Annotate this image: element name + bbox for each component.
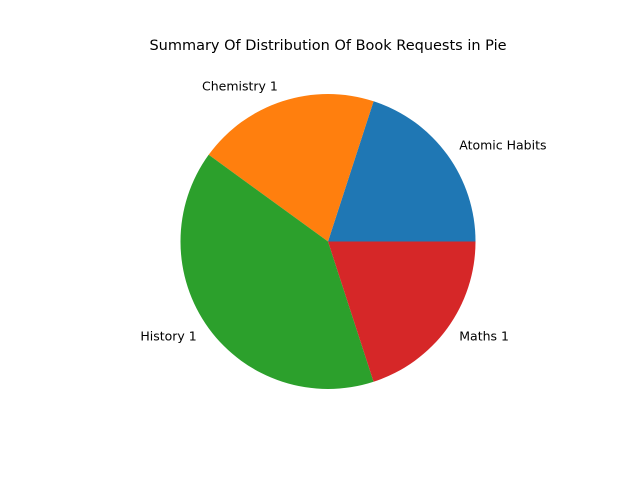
chart-title: Summary Of Distribution Of Book Requests…: [149, 38, 506, 54]
pie-slice-chemistry-1: [208, 94, 374, 242]
pie-slice-atomic-habits: [328, 101, 476, 242]
pie-slices: [180, 94, 476, 389]
slice-label-maths-1: Maths 1: [459, 328, 509, 343]
slice-label-atomic-habits: Atomic Habits: [459, 138, 546, 153]
pie-slice-labels: Atomic Habits Chemistry 1 History 1 Maths 1: [140, 79, 546, 344]
pie-slice-history-1: [180, 154, 374, 389]
pie-slice-maths-1: [328, 241, 476, 382]
slice-label-history-1: History 1: [140, 328, 196, 343]
slice-label-chemistry-1: Chemistry 1: [202, 79, 278, 94]
